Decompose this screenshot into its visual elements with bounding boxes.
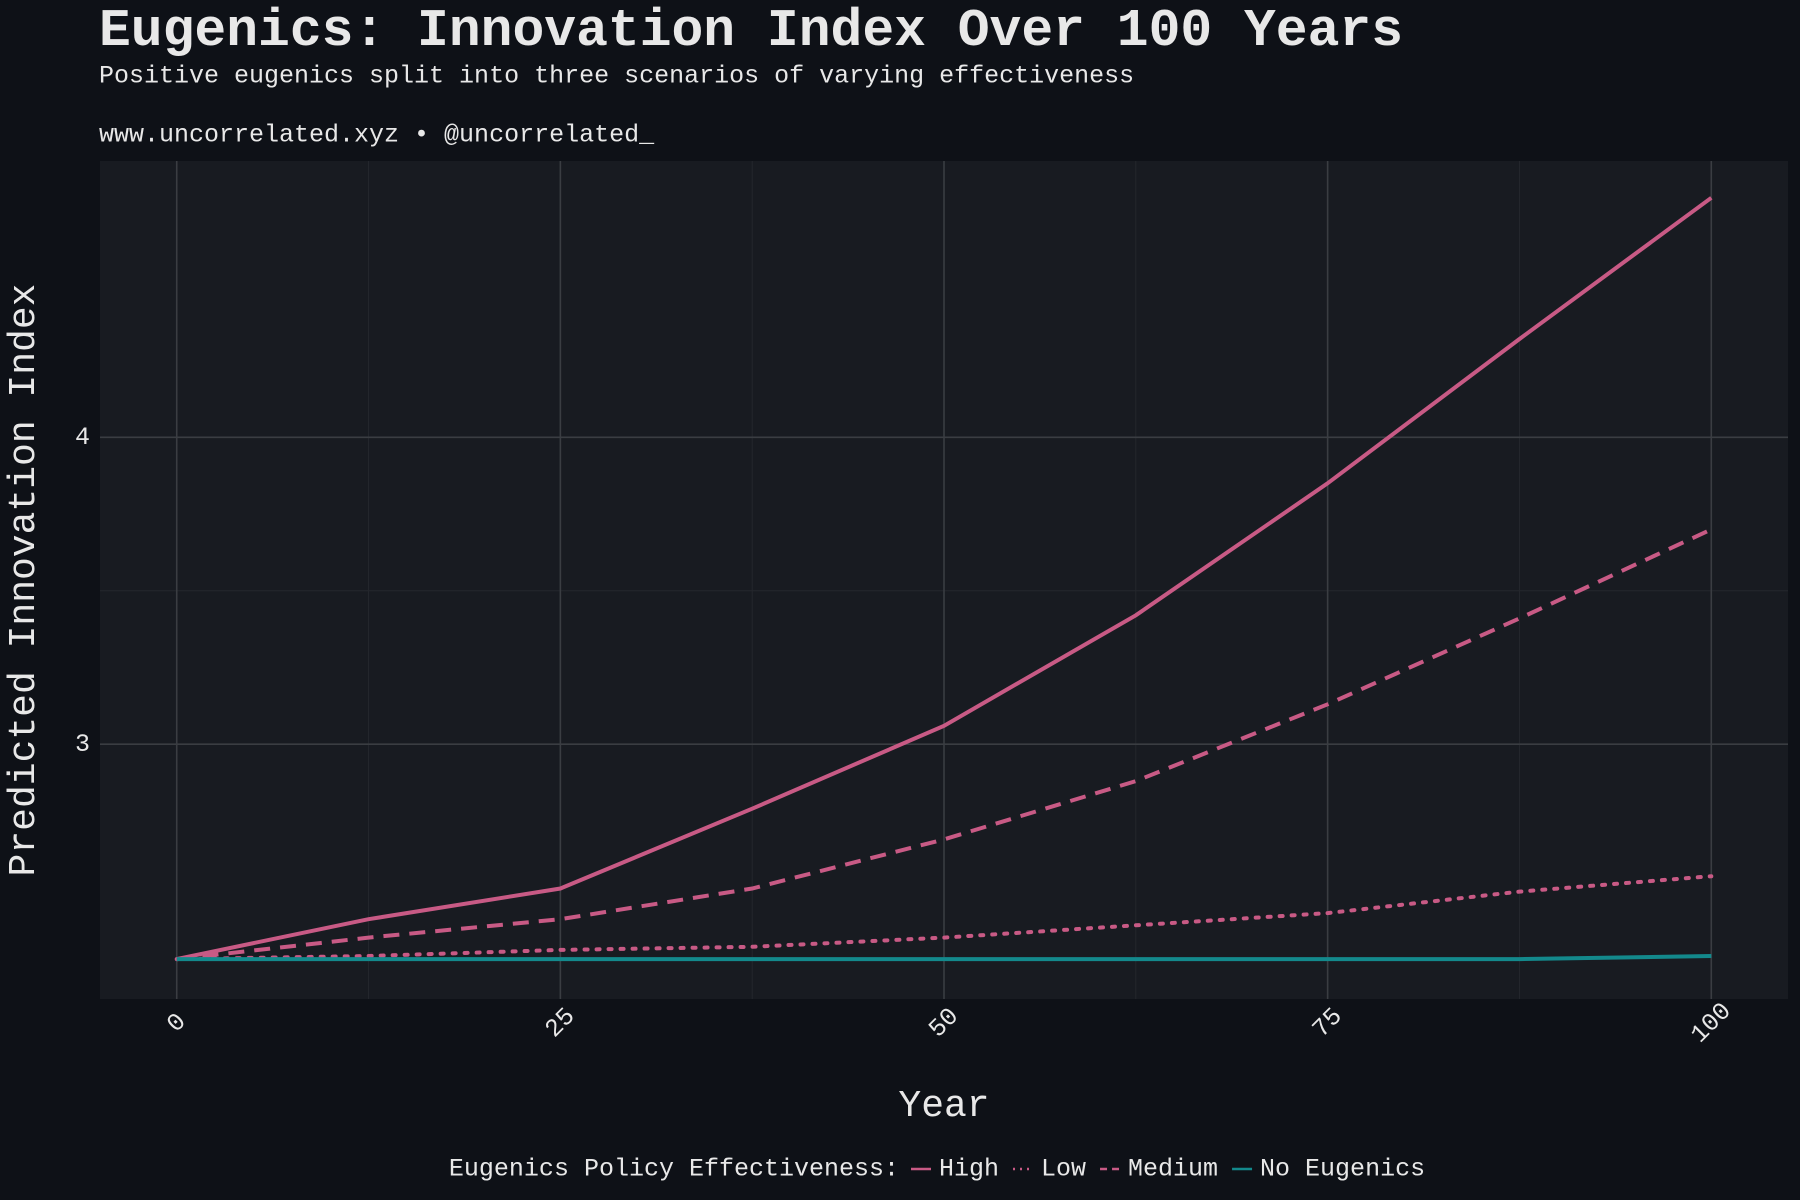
chart-title: Eugenics: Innovation Index Over 100 Year… xyxy=(99,1,1403,61)
legend-label: High xyxy=(939,1155,999,1184)
chart-subtitle: Positive eugenics split into three scena… xyxy=(99,62,1134,91)
legend-title: Eugenics Policy Effectiveness: xyxy=(449,1155,899,1184)
legend-label: No Eugenics xyxy=(1260,1155,1425,1184)
legend-label: Medium xyxy=(1128,1155,1218,1184)
line-series xyxy=(176,196,1713,962)
y-tick-label: 4 xyxy=(75,423,90,452)
legend-label: Low xyxy=(1041,1155,1086,1184)
line-series xyxy=(176,954,1712,962)
line-series xyxy=(174,874,1714,962)
caption: www.uncorrelated.xyz • @uncorrelated_ xyxy=(99,121,655,150)
y-tick-label: 3 xyxy=(75,730,90,759)
y-axis-label: Predicted Innovation Index xyxy=(3,284,46,877)
x-axis-label: Year xyxy=(898,1085,989,1128)
